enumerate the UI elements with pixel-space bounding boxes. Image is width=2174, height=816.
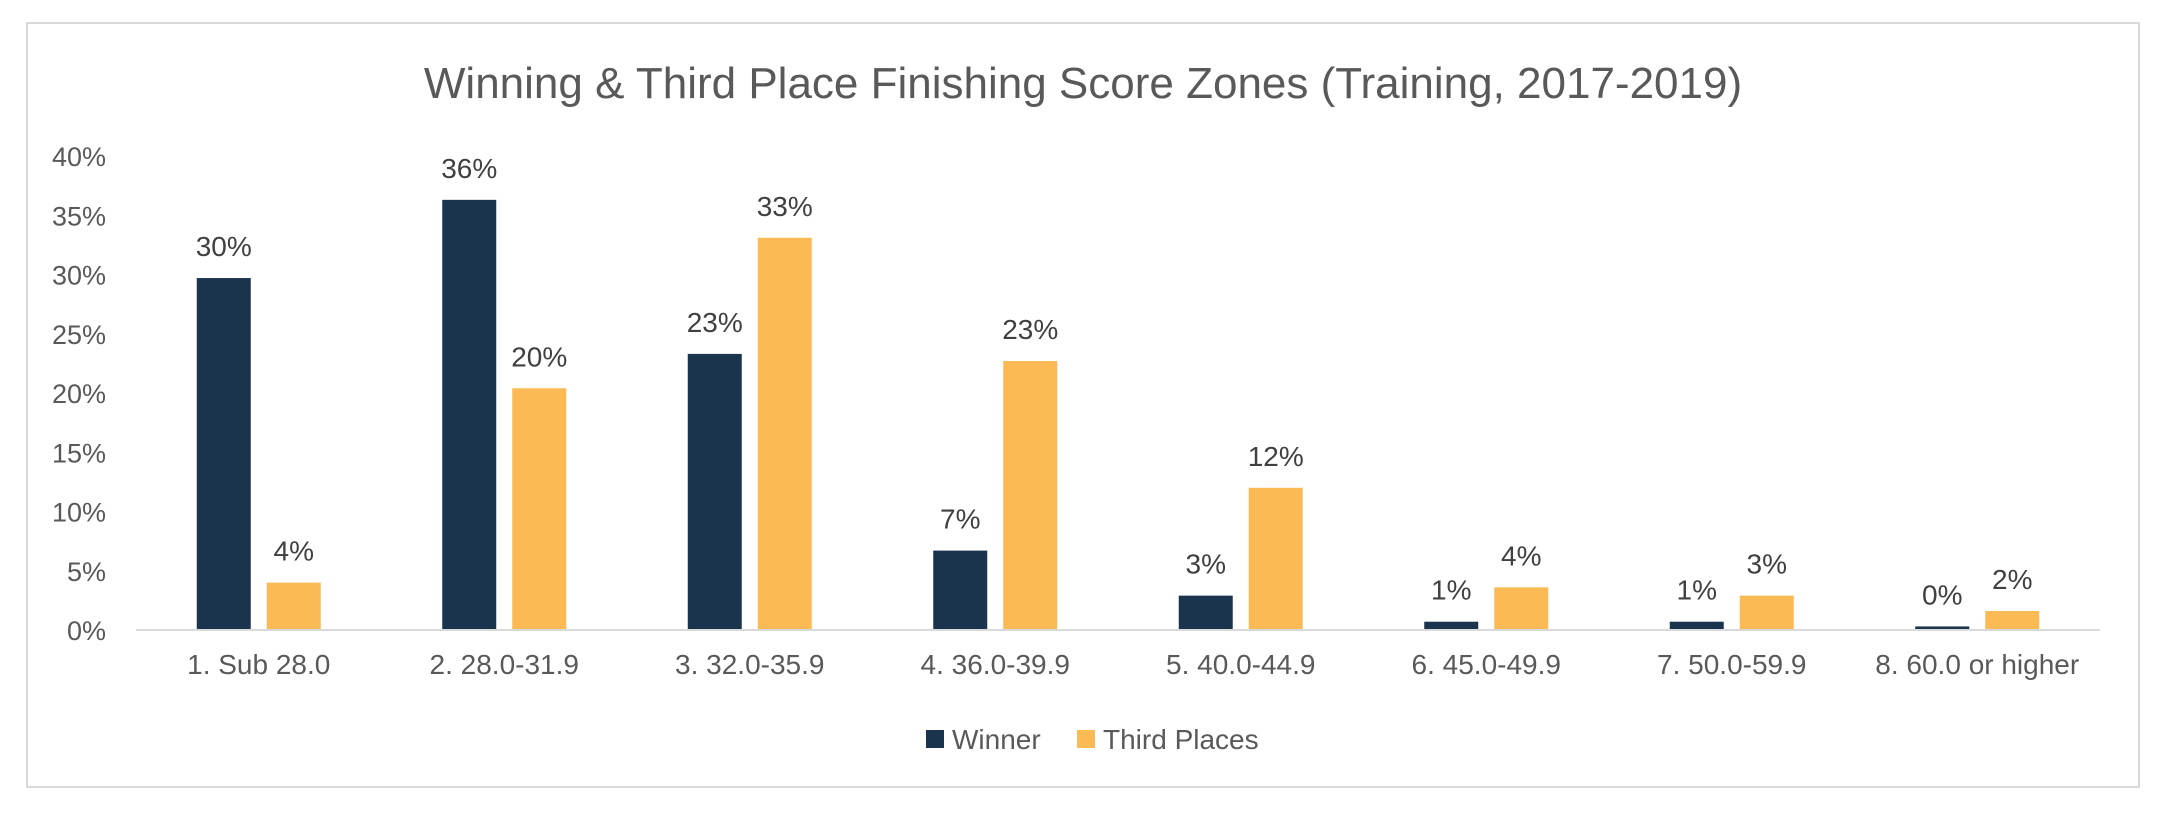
- x-tick-label: 2. 28.0-31.9: [430, 649, 579, 680]
- data-label-winner: 30%: [196, 231, 252, 262]
- legend-swatch-winner: [926, 730, 944, 748]
- bar-winner: [1178, 595, 1233, 630]
- bar-third-places: [1739, 595, 1794, 630]
- chart-title: Winning & Third Place Finishing Score Zo…: [424, 59, 1742, 108]
- data-label-third-places: 12%: [1248, 441, 1304, 472]
- bar-third-places: [1248, 487, 1303, 630]
- data-label-third-places: 33%: [757, 191, 813, 222]
- x-tick-label: 4. 36.0-39.9: [921, 649, 1070, 680]
- x-tick-label: 3. 32.0-35.9: [675, 649, 824, 680]
- data-label-winner: 3%: [1186, 549, 1226, 580]
- x-tick-label: 1. Sub 28.0: [187, 649, 330, 680]
- legend-swatch-third-places: [1077, 730, 1095, 748]
- y-tick-label: 40%: [52, 142, 106, 172]
- bar-chart: Winning & Third Place Finishing Score Zo…: [52, 59, 2100, 755]
- y-tick-label: 25%: [52, 320, 106, 350]
- bar-third-places: [1003, 361, 1058, 630]
- x-tick-label: 8. 60.0 or higher: [1875, 649, 2079, 680]
- x-axis: 1. Sub 28.0 2. 28.0-31.9 3. 32.0-35.9 4. 36…: [187, 649, 2079, 680]
- bars: [196, 199, 2040, 630]
- data-label-winner: 36%: [441, 153, 497, 184]
- bar-winner: [933, 550, 988, 630]
- chart-frame: Winning & Third Place Finishing Score Zo…: [26, 22, 2140, 788]
- bar-third-places: [1985, 611, 2040, 630]
- legend-label-winner: Winner: [952, 724, 1041, 755]
- bar-third-places: [1494, 587, 1549, 630]
- y-tick-label: 30%: [52, 261, 106, 291]
- bar-third-places: [266, 582, 321, 630]
- y-tick-label: 35%: [52, 201, 106, 231]
- data-label-winner: 1%: [1677, 575, 1717, 606]
- data-label-winner: 7%: [940, 504, 980, 535]
- data-label-third-places: 4%: [1501, 540, 1541, 571]
- data-label-third-places: 20%: [511, 341, 567, 372]
- bar-winner: [196, 278, 251, 630]
- bar-winner: [687, 353, 742, 630]
- data-label-third-places: 4%: [274, 536, 314, 567]
- data-labels: 30% 4% 36% 20% 23% 33% 7% 23% 3% 12% 1% 4% 1% 3% 0% 2%: [196, 153, 2033, 611]
- data-label-third-places: 2%: [1992, 564, 2032, 595]
- y-tick-label: 5%: [67, 557, 106, 587]
- bar-winner: [1424, 621, 1479, 630]
- bar-third-places: [512, 388, 567, 630]
- legend: Winner Third Places: [926, 724, 1259, 755]
- legend-label-third-places: Third Places: [1103, 724, 1259, 755]
- y-tick-label: 15%: [52, 438, 106, 468]
- bar-winner: [442, 199, 497, 630]
- x-tick-label: 6. 45.0-49.9: [1412, 649, 1561, 680]
- bar-third-places: [757, 237, 812, 630]
- y-tick-label: 0%: [67, 616, 106, 646]
- y-axis: 0% 5% 10% 15% 20% 25% 30% 35% 40%: [52, 142, 106, 646]
- y-tick-label: 10%: [52, 498, 106, 528]
- data-label-third-places: 23%: [1002, 314, 1058, 345]
- bar-winner: [1669, 621, 1724, 630]
- data-label-winner: 23%: [687, 307, 743, 338]
- bar-winner: [1915, 626, 1970, 630]
- x-tick-label: 5. 40.0-44.9: [1166, 649, 1315, 680]
- data-label-winner: 1%: [1431, 575, 1471, 606]
- data-label-winner: 0%: [1922, 579, 1962, 610]
- x-tick-label: 7. 50.0-59.9: [1657, 649, 1806, 680]
- y-tick-label: 20%: [52, 379, 106, 409]
- data-label-third-places: 3%: [1747, 549, 1787, 580]
